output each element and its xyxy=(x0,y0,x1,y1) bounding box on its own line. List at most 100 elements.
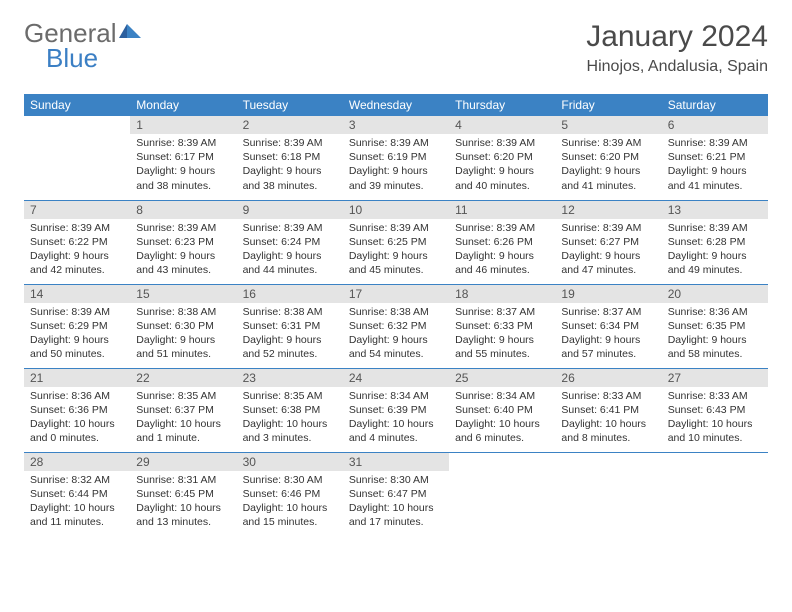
day-number: 9 xyxy=(237,201,343,219)
day-header-mon: Monday xyxy=(130,94,236,116)
sunrise-text: Sunrise: 8:39 AM xyxy=(30,305,124,319)
title-block: January 2024 Hinojos, Andalusia, Spain xyxy=(586,20,768,76)
day-cell: 10Sunrise: 8:39 AMSunset: 6:25 PMDayligh… xyxy=(343,200,449,284)
month-title: January 2024 xyxy=(586,20,768,54)
daylight-text: Daylight: 9 hours and 45 minutes. xyxy=(349,249,443,277)
day-number: 30 xyxy=(237,453,343,471)
day-number: 29 xyxy=(130,453,236,471)
sunrise-text: Sunrise: 8:31 AM xyxy=(136,473,230,487)
sunrise-text: Sunrise: 8:35 AM xyxy=(136,389,230,403)
daylight-text: Daylight: 10 hours and 6 minutes. xyxy=(455,417,549,445)
daylight-text: Daylight: 9 hours and 52 minutes. xyxy=(243,333,337,361)
day-number: 16 xyxy=(237,285,343,303)
logo-blue-text: Blue xyxy=(46,45,143,71)
day-header-wed: Wednesday xyxy=(343,94,449,116)
day-content: Sunrise: 8:39 AMSunset: 6:20 PMDaylight:… xyxy=(449,134,555,197)
day-cell: 1Sunrise: 8:39 AMSunset: 6:17 PMDaylight… xyxy=(130,116,236,200)
day-content: Sunrise: 8:37 AMSunset: 6:34 PMDaylight:… xyxy=(555,303,661,366)
day-content: Sunrise: 8:38 AMSunset: 6:32 PMDaylight:… xyxy=(343,303,449,366)
daylight-text: Daylight: 9 hours and 57 minutes. xyxy=(561,333,655,361)
day-number: 17 xyxy=(343,285,449,303)
day-content: Sunrise: 8:39 AMSunset: 6:19 PMDaylight:… xyxy=(343,134,449,197)
daylight-text: Daylight: 9 hours and 40 minutes. xyxy=(455,164,549,192)
day-cell: 26Sunrise: 8:33 AMSunset: 6:41 PMDayligh… xyxy=(555,368,661,452)
day-number: 12 xyxy=(555,201,661,219)
sunset-text: Sunset: 6:17 PM xyxy=(136,150,230,164)
day-content: Sunrise: 8:39 AMSunset: 6:23 PMDaylight:… xyxy=(130,219,236,282)
day-number: 4 xyxy=(449,116,555,134)
sunrise-text: Sunrise: 8:36 AM xyxy=(668,305,762,319)
day-content: Sunrise: 8:39 AMSunset: 6:29 PMDaylight:… xyxy=(24,303,130,366)
day-number: 21 xyxy=(24,369,130,387)
daylight-text: Daylight: 9 hours and 51 minutes. xyxy=(136,333,230,361)
sunset-text: Sunset: 6:34 PM xyxy=(561,319,655,333)
sunset-text: Sunset: 6:31 PM xyxy=(243,319,337,333)
day-content: Sunrise: 8:32 AMSunset: 6:44 PMDaylight:… xyxy=(24,471,130,534)
day-cell: 29Sunrise: 8:31 AMSunset: 6:45 PMDayligh… xyxy=(130,452,236,536)
sunrise-text: Sunrise: 8:38 AM xyxy=(243,305,337,319)
sunrise-text: Sunrise: 8:34 AM xyxy=(349,389,443,403)
day-number: 28 xyxy=(24,453,130,471)
day-content: Sunrise: 8:30 AMSunset: 6:46 PMDaylight:… xyxy=(237,471,343,534)
daylight-text: Daylight: 9 hours and 39 minutes. xyxy=(349,164,443,192)
day-content: Sunrise: 8:39 AMSunset: 6:20 PMDaylight:… xyxy=(555,134,661,197)
day-cell: 22Sunrise: 8:35 AMSunset: 6:37 PMDayligh… xyxy=(130,368,236,452)
daylight-text: Daylight: 10 hours and 11 minutes. xyxy=(30,501,124,529)
day-cell: 27Sunrise: 8:33 AMSunset: 6:43 PMDayligh… xyxy=(662,368,768,452)
daylight-text: Daylight: 10 hours and 13 minutes. xyxy=(136,501,230,529)
sunset-text: Sunset: 6:28 PM xyxy=(668,235,762,249)
day-cell: 30Sunrise: 8:30 AMSunset: 6:46 PMDayligh… xyxy=(237,452,343,536)
daylight-text: Daylight: 9 hours and 54 minutes. xyxy=(349,333,443,361)
sunset-text: Sunset: 6:43 PM xyxy=(668,403,762,417)
day-cell: 15Sunrise: 8:38 AMSunset: 6:30 PMDayligh… xyxy=(130,284,236,368)
day-number: 27 xyxy=(662,369,768,387)
day-cell: 18Sunrise: 8:37 AMSunset: 6:33 PMDayligh… xyxy=(449,284,555,368)
daylight-text: Daylight: 10 hours and 17 minutes. xyxy=(349,501,443,529)
day-number: 25 xyxy=(449,369,555,387)
day-cell: . xyxy=(449,452,555,536)
day-number: 5 xyxy=(555,116,661,134)
sunrise-text: Sunrise: 8:38 AM xyxy=(349,305,443,319)
sunset-text: Sunset: 6:46 PM xyxy=(243,487,337,501)
day-cell: 7Sunrise: 8:39 AMSunset: 6:22 PMDaylight… xyxy=(24,200,130,284)
sunrise-text: Sunrise: 8:39 AM xyxy=(243,221,337,235)
day-cell: 12Sunrise: 8:39 AMSunset: 6:27 PMDayligh… xyxy=(555,200,661,284)
daylight-text: Daylight: 10 hours and 3 minutes. xyxy=(243,417,337,445)
day-content: Sunrise: 8:33 AMSunset: 6:41 PMDaylight:… xyxy=(555,387,661,450)
day-header-sun: Sunday xyxy=(24,94,130,116)
day-cell: 6Sunrise: 8:39 AMSunset: 6:21 PMDaylight… xyxy=(662,116,768,200)
daylight-text: Daylight: 9 hours and 55 minutes. xyxy=(455,333,549,361)
day-cell: 8Sunrise: 8:39 AMSunset: 6:23 PMDaylight… xyxy=(130,200,236,284)
day-number: 2 xyxy=(237,116,343,134)
location: Hinojos, Andalusia, Spain xyxy=(586,58,768,76)
day-content: Sunrise: 8:39 AMSunset: 6:17 PMDaylight:… xyxy=(130,134,236,197)
day-cell: 13Sunrise: 8:39 AMSunset: 6:28 PMDayligh… xyxy=(662,200,768,284)
daylight-text: Daylight: 9 hours and 38 minutes. xyxy=(243,164,337,192)
daylight-text: Daylight: 10 hours and 0 minutes. xyxy=(30,417,124,445)
day-content: Sunrise: 8:35 AMSunset: 6:37 PMDaylight:… xyxy=(130,387,236,450)
sunset-text: Sunset: 6:18 PM xyxy=(243,150,337,164)
daylight-text: Daylight: 9 hours and 43 minutes. xyxy=(136,249,230,277)
day-number: 3 xyxy=(343,116,449,134)
day-cell: 2Sunrise: 8:39 AMSunset: 6:18 PMDaylight… xyxy=(237,116,343,200)
daylight-text: Daylight: 10 hours and 10 minutes. xyxy=(668,417,762,445)
sunrise-text: Sunrise: 8:32 AM xyxy=(30,473,124,487)
week-row: 7Sunrise: 8:39 AMSunset: 6:22 PMDaylight… xyxy=(24,200,768,284)
sunrise-text: Sunrise: 8:39 AM xyxy=(30,221,124,235)
day-number: 22 xyxy=(130,369,236,387)
sunset-text: Sunset: 6:26 PM xyxy=(455,235,549,249)
sunrise-text: Sunrise: 8:39 AM xyxy=(668,221,762,235)
day-content: Sunrise: 8:36 AMSunset: 6:35 PMDaylight:… xyxy=(662,303,768,366)
day-content: Sunrise: 8:36 AMSunset: 6:36 PMDaylight:… xyxy=(24,387,130,450)
sunrise-text: Sunrise: 8:39 AM xyxy=(455,136,549,150)
day-number: 1 xyxy=(130,116,236,134)
sunset-text: Sunset: 6:32 PM xyxy=(349,319,443,333)
week-row: 21Sunrise: 8:36 AMSunset: 6:36 PMDayligh… xyxy=(24,368,768,452)
day-cell: 21Sunrise: 8:36 AMSunset: 6:36 PMDayligh… xyxy=(24,368,130,452)
day-cell: 28Sunrise: 8:32 AMSunset: 6:44 PMDayligh… xyxy=(24,452,130,536)
sunrise-text: Sunrise: 8:39 AM xyxy=(136,136,230,150)
day-content: Sunrise: 8:39 AMSunset: 6:21 PMDaylight:… xyxy=(662,134,768,197)
logo: General Blue xyxy=(24,20,143,71)
day-content: Sunrise: 8:39 AMSunset: 6:18 PMDaylight:… xyxy=(237,134,343,197)
day-cell: 24Sunrise: 8:34 AMSunset: 6:39 PMDayligh… xyxy=(343,368,449,452)
